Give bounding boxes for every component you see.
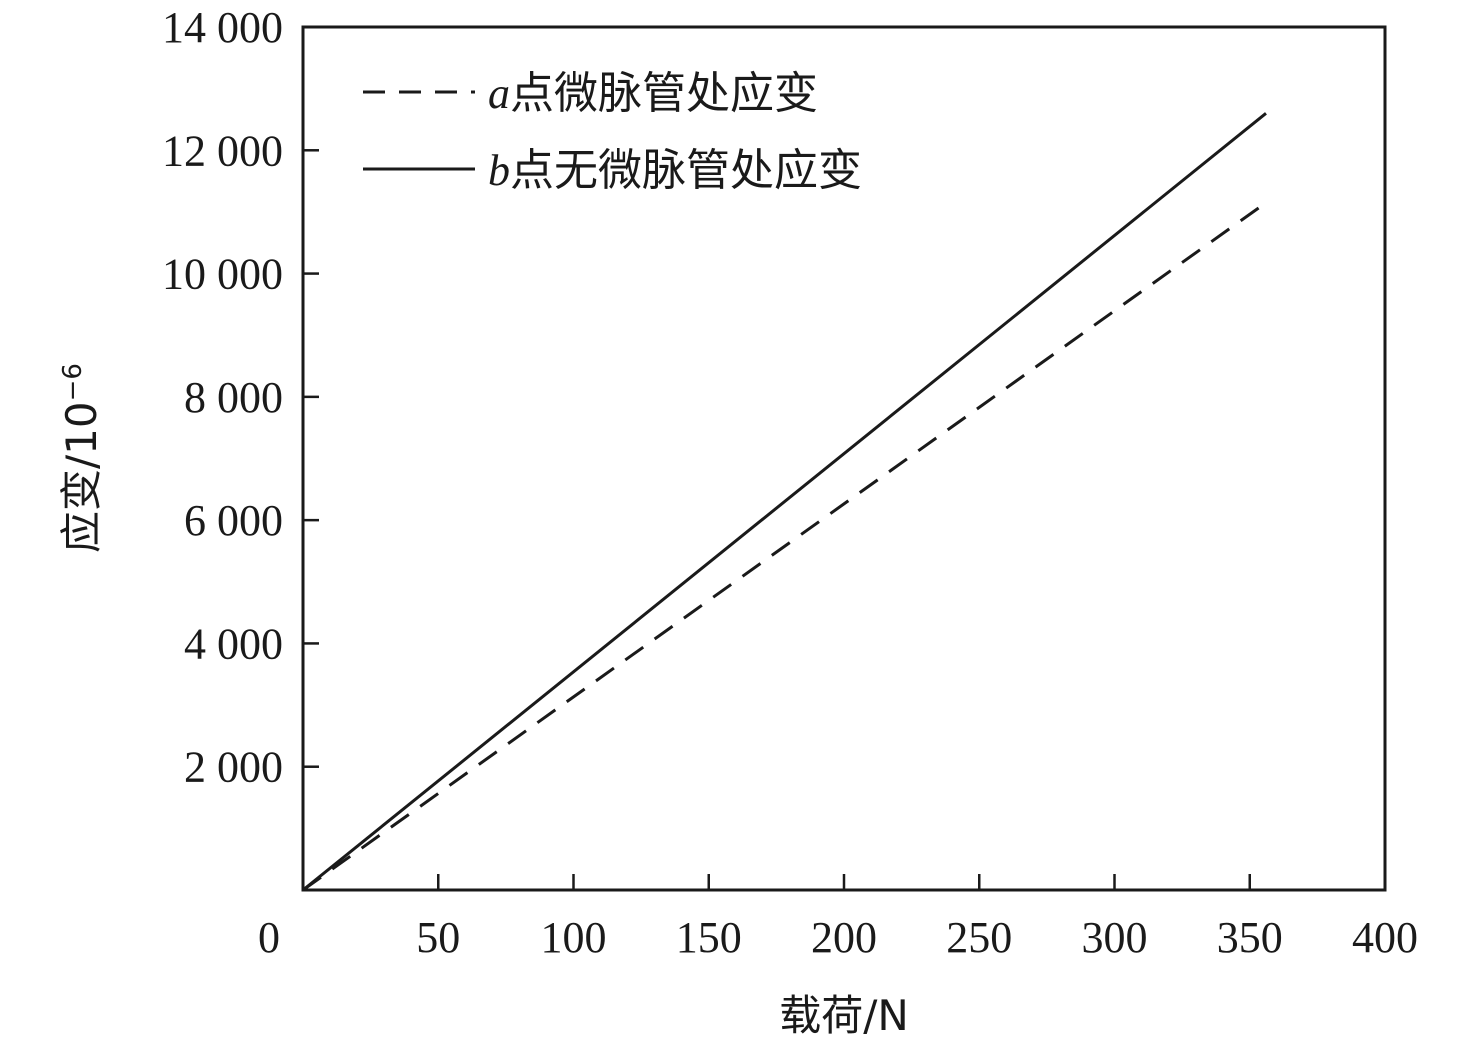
x-tick-label: 250 bbox=[946, 913, 1012, 962]
series-layer bbox=[302, 112, 1267, 892]
x-tick-label: 50 bbox=[416, 913, 460, 962]
y-tick-label: 2 000 bbox=[184, 743, 283, 792]
y-axis-title-exponent: −6 bbox=[58, 363, 88, 401]
x-tick-label: 150 bbox=[676, 913, 742, 962]
legend-label-prefix: b bbox=[488, 146, 510, 195]
legend-label-text: 点无微脉管处应变 bbox=[510, 145, 862, 196]
series-line-a bbox=[302, 201, 1267, 892]
y-tick-label: 6 000 bbox=[184, 496, 283, 545]
legend-label-text: 点微脉管处应变 bbox=[510, 68, 818, 119]
y-tick-label: 10 000 bbox=[162, 250, 283, 299]
y-axis-ticks: 2 000 4 000 6 000 8 000 10 000 12 000 14 000 bbox=[162, 3, 319, 792]
y-tick-label: 12 000 bbox=[162, 126, 283, 175]
x-tick-label: 300 bbox=[1082, 913, 1148, 962]
series-line-b bbox=[302, 112, 1267, 892]
y-tick-label: 4 000 bbox=[184, 619, 283, 668]
x-tick-label: 100 bbox=[541, 913, 607, 962]
legend-label-prefix: a bbox=[488, 69, 510, 118]
x-axis-ticks: 0 50 100 150 200 250 300 350 400 bbox=[258, 874, 1418, 962]
x-tick-label: 350 bbox=[1217, 913, 1283, 962]
x-tick-label: 0 bbox=[258, 913, 280, 962]
y-axis-title-main: 应变/10 bbox=[57, 401, 106, 553]
x-tick-label: 400 bbox=[1352, 913, 1418, 962]
y-tick-label: 8 000 bbox=[184, 373, 283, 422]
legend-label-a: a点微脉管处应变 bbox=[488, 68, 818, 119]
x-tick-label: 200 bbox=[811, 913, 877, 962]
legend-label-b: b点无微脉管处应变 bbox=[488, 145, 862, 196]
y-axis-title: 应变/10−6 bbox=[57, 363, 106, 553]
y-tick-label: 14 000 bbox=[162, 3, 283, 52]
x-axis-title: 载荷/N bbox=[779, 991, 909, 1040]
